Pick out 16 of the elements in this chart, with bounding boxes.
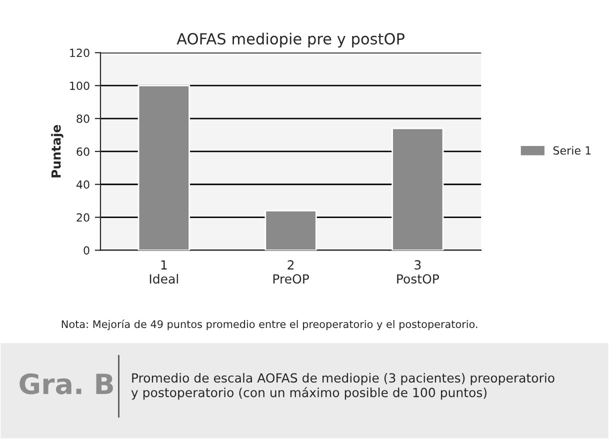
y-tick-label: 80: [76, 114, 90, 123]
y-tick-label: 100: [70, 82, 90, 90]
text: Promedio de escala AOFAS de mediopie (3 pacientes) preoperatorio y postoperatorio (con un máximo posible de 100 puntos): [131, 372, 554, 400]
y-tick-label: 0: [84, 246, 90, 255]
chart-title: AOFAS mediopie pre y postOP: [176, 32, 404, 48]
y-axis-title: Puntaje: [51, 124, 64, 178]
y-tick-label: 20: [76, 213, 90, 222]
y-tick-label: 60: [76, 147, 90, 156]
x-tick-label: 3 PostOP: [397, 260, 440, 284]
text: Gra. B: [20, 373, 113, 394]
y-tick-label: 120: [70, 48, 90, 58]
x-tick-label: 1 Ideal: [150, 260, 178, 284]
y-tick-label: 40: [76, 180, 90, 189]
x-tick-label: 2 PreOP: [273, 260, 309, 284]
text: Nota: Mejoría de 49 puntos promedio entre el preoperatorio y el postoperatorio.: [62, 320, 478, 330]
legend-label: Serie 1: [553, 146, 591, 155]
